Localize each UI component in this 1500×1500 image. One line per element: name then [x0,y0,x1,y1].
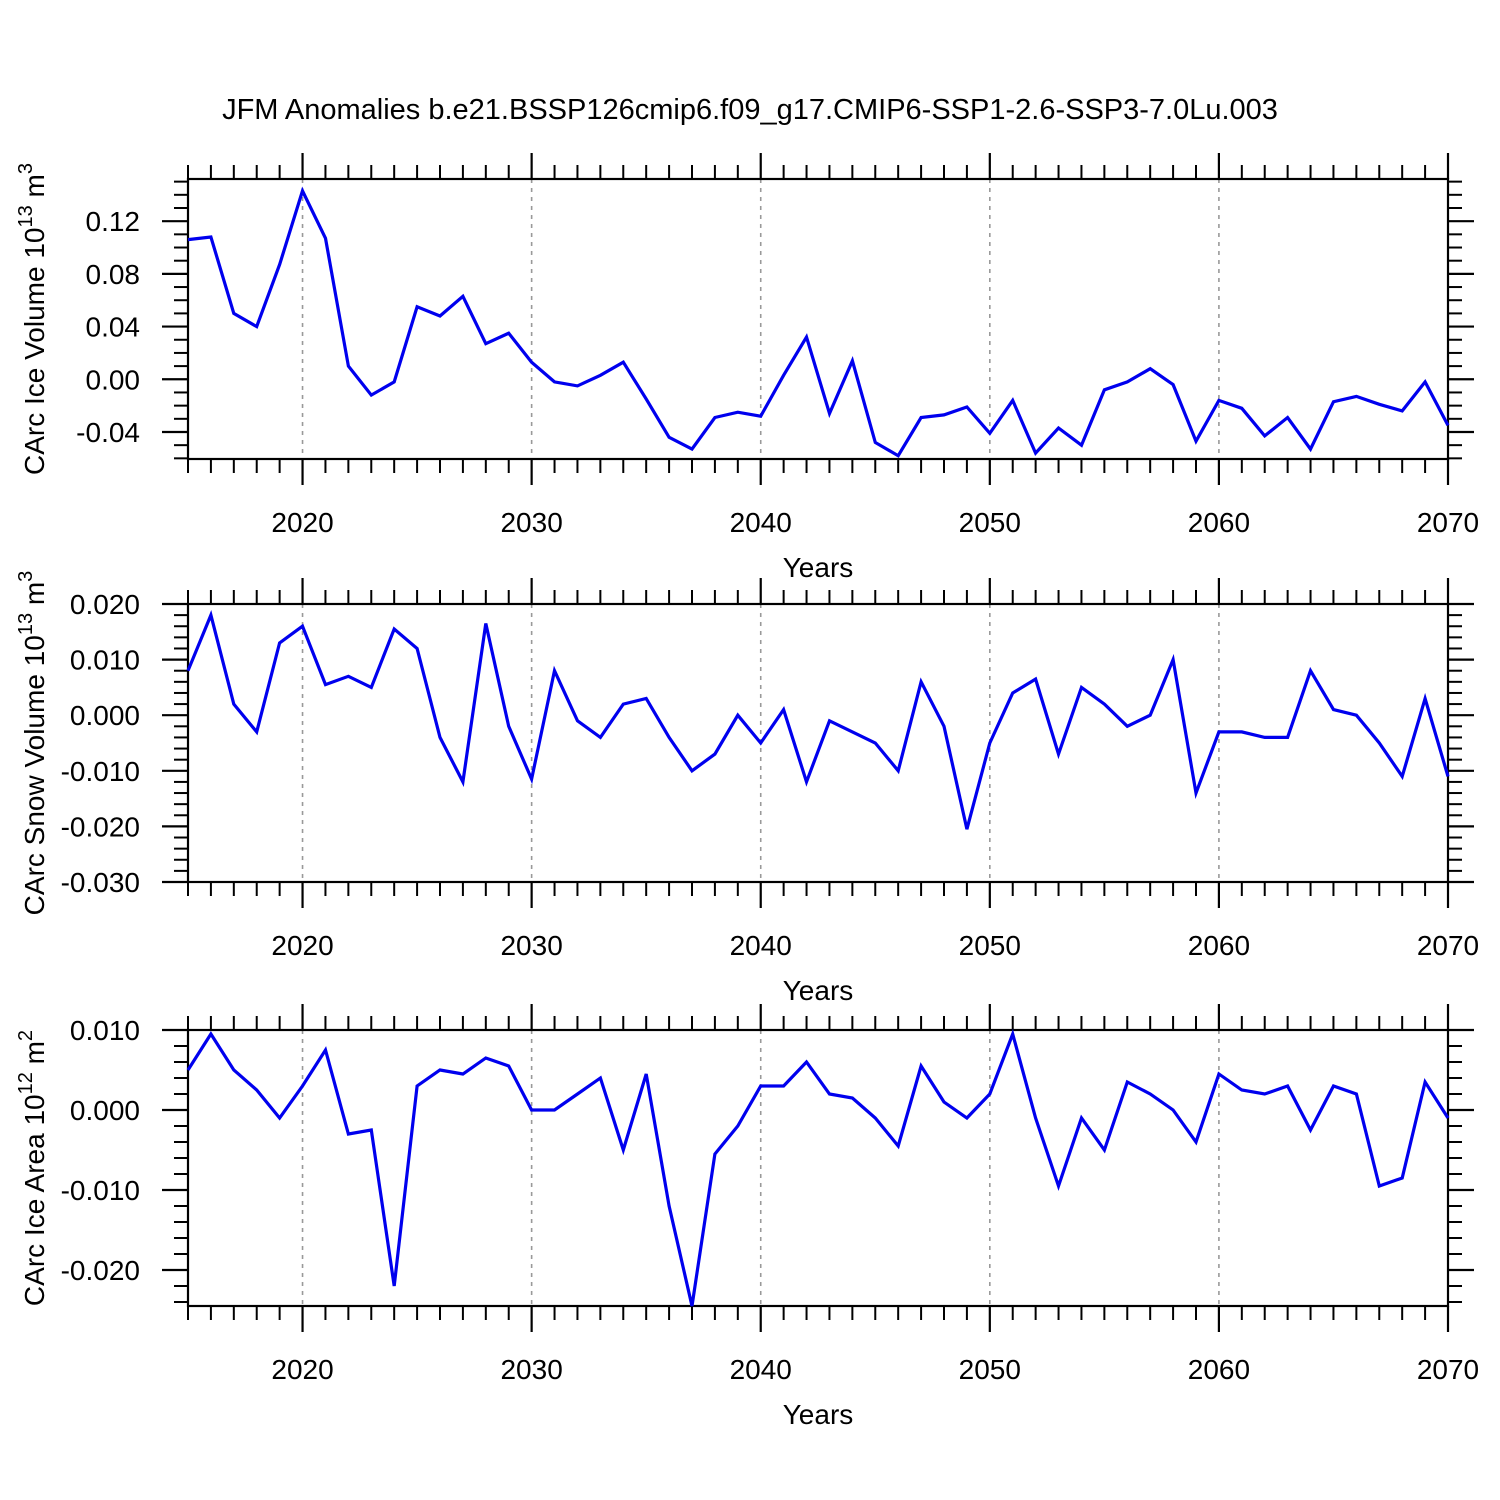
x-axis-title: Years [783,1399,854,1430]
x-tick-label: 2040 [730,507,792,538]
y-tick-label: 0.12 [86,206,141,237]
y-tick-label: 0.08 [86,259,141,290]
y-tick-label: -0.010 [61,1175,140,1206]
panel-box [186,177,1450,461]
y-axis-title: CArc Ice Area 1012 m2 [15,1030,50,1306]
data-line [186,1028,1450,1307]
figure-title: JFM Anomalies b.e21.BSSP126cmip6.f09_g17… [222,94,1278,126]
x-tick-label: 2060 [1188,507,1250,538]
data-line [186,610,1450,830]
x-tick-label: 2030 [500,1354,562,1385]
data-line [187,186,1450,458]
y-tick-label: 0.020 [70,589,140,620]
x-tick-label: 2020 [271,930,333,961]
panel-box [186,602,1450,884]
x-tick-label: 2060 [1188,930,1250,961]
y-tick-label: -0.04 [76,417,140,448]
y-tick-label: 0.00 [86,364,141,395]
x-tick-label: 2020 [271,507,333,538]
y-axis-title: CArc Snow Volume 1013 m3 [15,571,50,916]
x-tick-label: 2020 [271,1354,333,1385]
y-tick-label: -0.020 [61,811,140,842]
x-tick-label: 2050 [959,930,1021,961]
x-tick-label: 2070 [1417,507,1479,538]
y-tick-label: 0.000 [70,1095,140,1126]
x-tick-label: 2030 [500,930,562,961]
x-tick-label: 2070 [1417,1354,1479,1385]
x-axis-title: Years [783,975,854,1006]
x-tick-label: 2060 [1188,1354,1250,1385]
x-tick-label: 2050 [959,507,1021,538]
x-axis-title: Years [783,552,854,583]
x-tick-label: 2040 [730,1354,792,1385]
y-tick-label: 0.000 [70,700,140,731]
y-tick-label: -0.030 [61,867,140,898]
y-axis-title: CArc Ice Volume 1013 m3 [15,163,50,475]
x-tick-label: 2030 [500,507,562,538]
y-tick-label: 0.010 [70,1015,140,1046]
y-tick-label: -0.020 [61,1255,140,1286]
y-tick-label: 0.04 [86,312,141,343]
y-tick-label: 0.010 [70,645,140,676]
y-tick-label: -0.010 [61,756,140,787]
x-tick-label: 2040 [730,930,792,961]
x-tick-label: 2070 [1417,930,1479,961]
panel-box [186,1028,1450,1308]
x-tick-label: 2050 [959,1354,1021,1385]
